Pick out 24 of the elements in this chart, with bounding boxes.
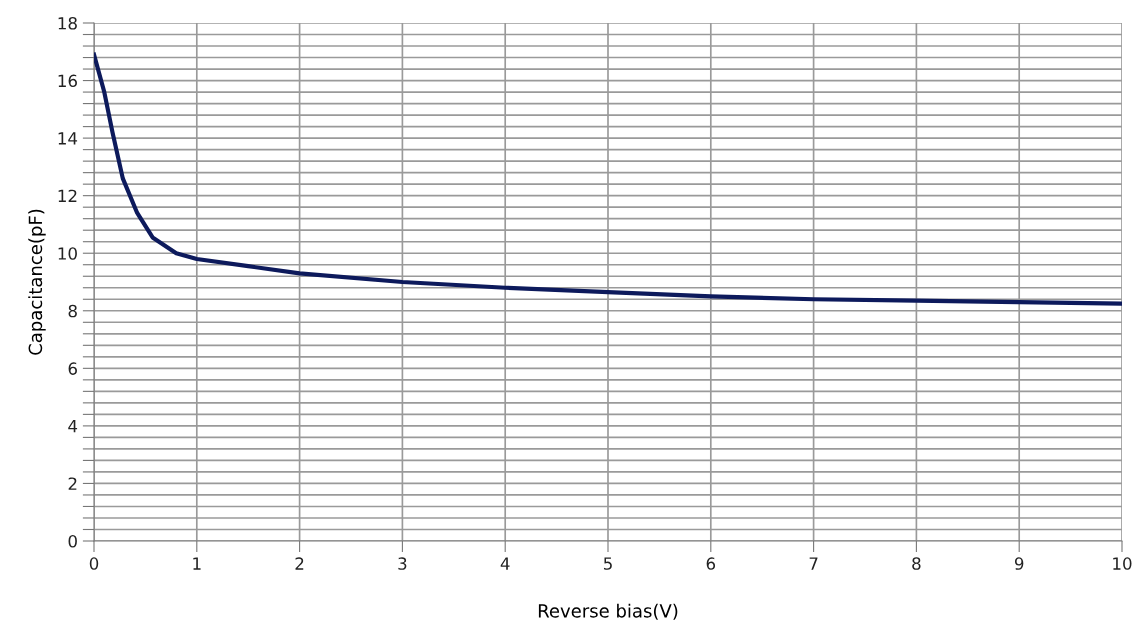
y-tick-label: 18 — [58, 16, 77, 30]
y-tick-label: 8 — [68, 304, 77, 318]
y-tick-label: 14 — [58, 132, 78, 145]
x-tick-label: 3 — [398, 557, 407, 570]
x-tick-label: 8 — [912, 557, 921, 570]
y-axis-title: Capacitance(pF) — [28, 209, 46, 355]
x-tick-label: 6 — [706, 557, 716, 570]
x-tick-label: 0 — [89, 557, 99, 570]
line-series — [94, 52, 1122, 306]
y-tick-label: 0 — [68, 534, 77, 548]
x-tick-label: 10 — [1113, 557, 1132, 570]
x-tick-label: 9 — [1014, 557, 1024, 570]
x-tick-label: 7 — [809, 557, 818, 570]
x-tick-label: 1 — [193, 557, 201, 570]
y-tick-label: 6 — [68, 362, 77, 375]
y-tick-label: 2 — [68, 477, 77, 490]
x-tick-label: 4 — [500, 557, 510, 570]
x-tick-label: 2 — [295, 557, 304, 570]
x-axis-title: Reverse bias(V) — [538, 603, 678, 620]
y-tick-label: 16 — [58, 74, 77, 88]
x-tick-label: 5 — [603, 557, 612, 570]
y-tick-label: 4 — [68, 420, 78, 433]
y-tick-label: 10 — [58, 247, 77, 260]
y-tick-label: 12 — [58, 189, 77, 202]
